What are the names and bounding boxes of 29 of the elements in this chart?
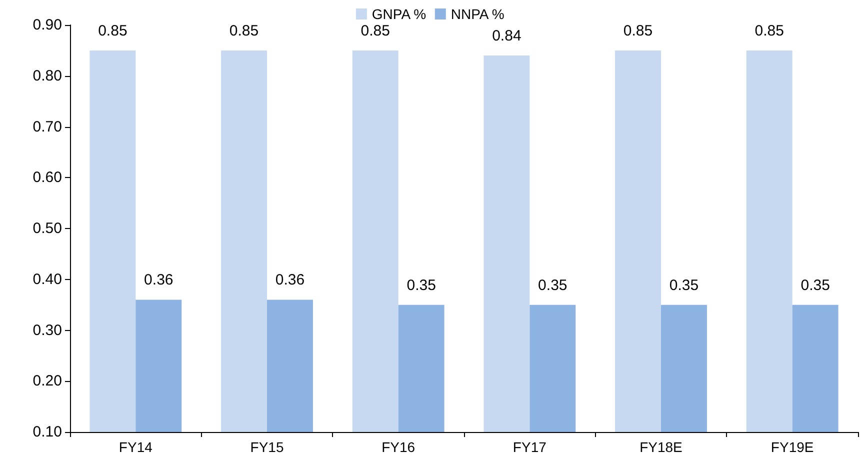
y-tick-label: 0.50 bbox=[32, 220, 62, 237]
data-label: 0.85 bbox=[229, 22, 259, 40]
x-tick-label: FY17 bbox=[512, 439, 547, 455]
data-label: 0.35 bbox=[800, 276, 830, 294]
legend-label: NNPA % bbox=[450, 6, 504, 22]
y-tick-label: 0.90 bbox=[32, 16, 62, 34]
x-tick-label: FY14 bbox=[118, 439, 153, 455]
y-tick-label: 0.80 bbox=[32, 67, 62, 84]
y-tick-label: 0.40 bbox=[32, 270, 62, 288]
x-tick-label: FY16 bbox=[382, 439, 416, 455]
data-label: 0.85 bbox=[360, 22, 390, 40]
data-label: 0.35 bbox=[538, 276, 568, 294]
y-tick-label: 0.30 bbox=[32, 322, 62, 339]
data-label: 0.85 bbox=[754, 22, 784, 40]
data-label: 0.35 bbox=[669, 276, 699, 294]
x-tick-label: FY18E bbox=[640, 439, 682, 455]
y-tick-label: 0.60 bbox=[32, 169, 62, 186]
data-label: 0.85 bbox=[623, 22, 653, 40]
legend-label: GNPA % bbox=[372, 6, 426, 22]
y-tick-label: 0.10 bbox=[32, 424, 62, 440]
x-tick-label: FY15 bbox=[250, 439, 284, 455]
data-label: 0.85 bbox=[98, 22, 128, 40]
data-label: 0.36 bbox=[275, 272, 305, 289]
y-tick-label: 0.20 bbox=[32, 372, 62, 390]
data-label: 0.84 bbox=[492, 28, 522, 45]
data-label: 0.36 bbox=[144, 272, 174, 289]
data-label: 0.35 bbox=[406, 276, 436, 294]
y-tick-label: 0.70 bbox=[32, 118, 62, 136]
x-tick-label: FY19E bbox=[770, 439, 814, 455]
